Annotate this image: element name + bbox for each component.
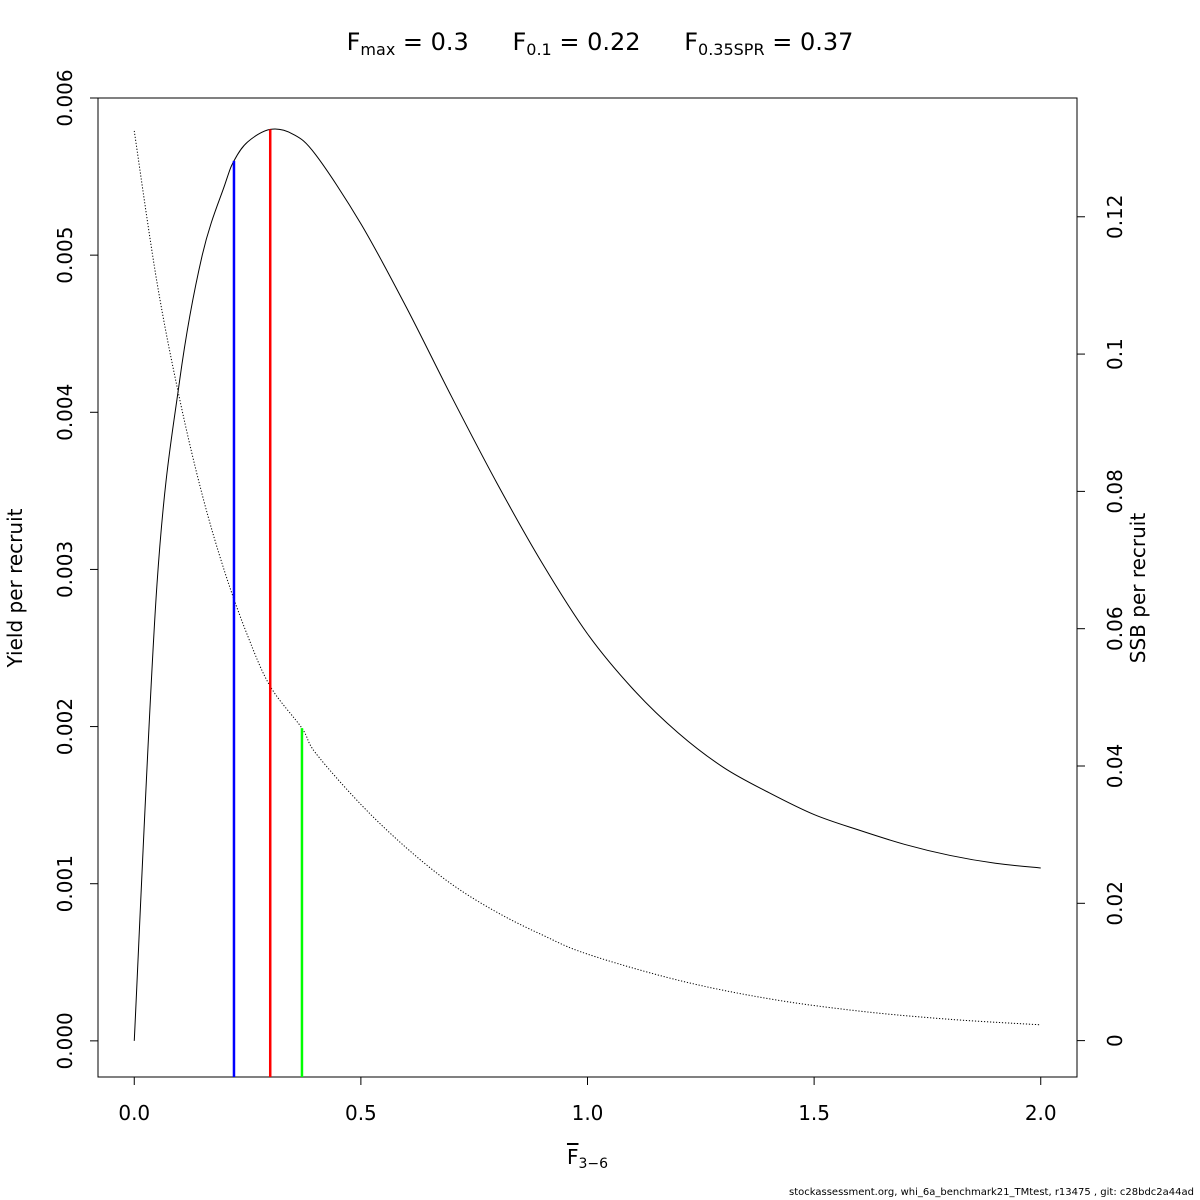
x-tick-label: 1.0	[572, 1101, 604, 1125]
x-tick-label: 2.0	[1025, 1101, 1057, 1125]
x-tick-label: 1.5	[798, 1101, 830, 1125]
title-f35spr: F0.35SPR = 0.37	[684, 28, 854, 59]
title-f01: F0.1 = 0.22	[512, 28, 641, 59]
y-tick-label: 0.004	[53, 384, 77, 441]
y-tick-label: 0.006	[53, 69, 77, 126]
y-tick-label: 0.000	[53, 1012, 77, 1069]
footer-source: stockassessment.org, whi_6a_benchmark21_…	[789, 1187, 1194, 1198]
y-tick-label: 0.003	[53, 541, 77, 598]
y-tick-label: 0.001	[53, 855, 77, 912]
y-tick-label: 0.002	[53, 698, 77, 755]
y2-tick-label: 0.1	[1103, 338, 1127, 370]
series-group	[133, 128, 1041, 1041]
y2-tick-label: 0.06	[1103, 606, 1127, 651]
plot-frame	[97, 97, 1078, 1078]
y2-tick-label: 0.12	[1103, 195, 1127, 240]
x-axis-label: F3−6	[566, 1145, 609, 1172]
chart-title: Fmax = 0.3 F0.1 = 0.22 F0.35SPR = 0.37	[0, 28, 1200, 59]
yield-per-recruit-line	[133, 128, 1041, 1041]
y-axis-label: Yield per recruit	[3, 508, 27, 668]
title-fmax: Fmax = 0.3	[346, 28, 469, 59]
y2-tick-label: 0.04	[1103, 744, 1127, 789]
y2-tick-label: 0	[1103, 1034, 1127, 1047]
x-tick-label: 0.5	[345, 1101, 377, 1125]
y2-tick-label: 0.02	[1103, 881, 1127, 926]
y-tick-label: 0.005	[53, 227, 77, 284]
reference-lines	[232, 129, 304, 1077]
x-tick-label: 0.0	[118, 1101, 150, 1125]
y2-axis-label: SSB per recruit	[1126, 513, 1150, 664]
y2-tick-label: 0.08	[1103, 469, 1127, 514]
axes: 0.0 0.5 1.0 1.5 2.0 0.000 0.001 0.002 0.003 0.004…	[53, 69, 1127, 1125]
